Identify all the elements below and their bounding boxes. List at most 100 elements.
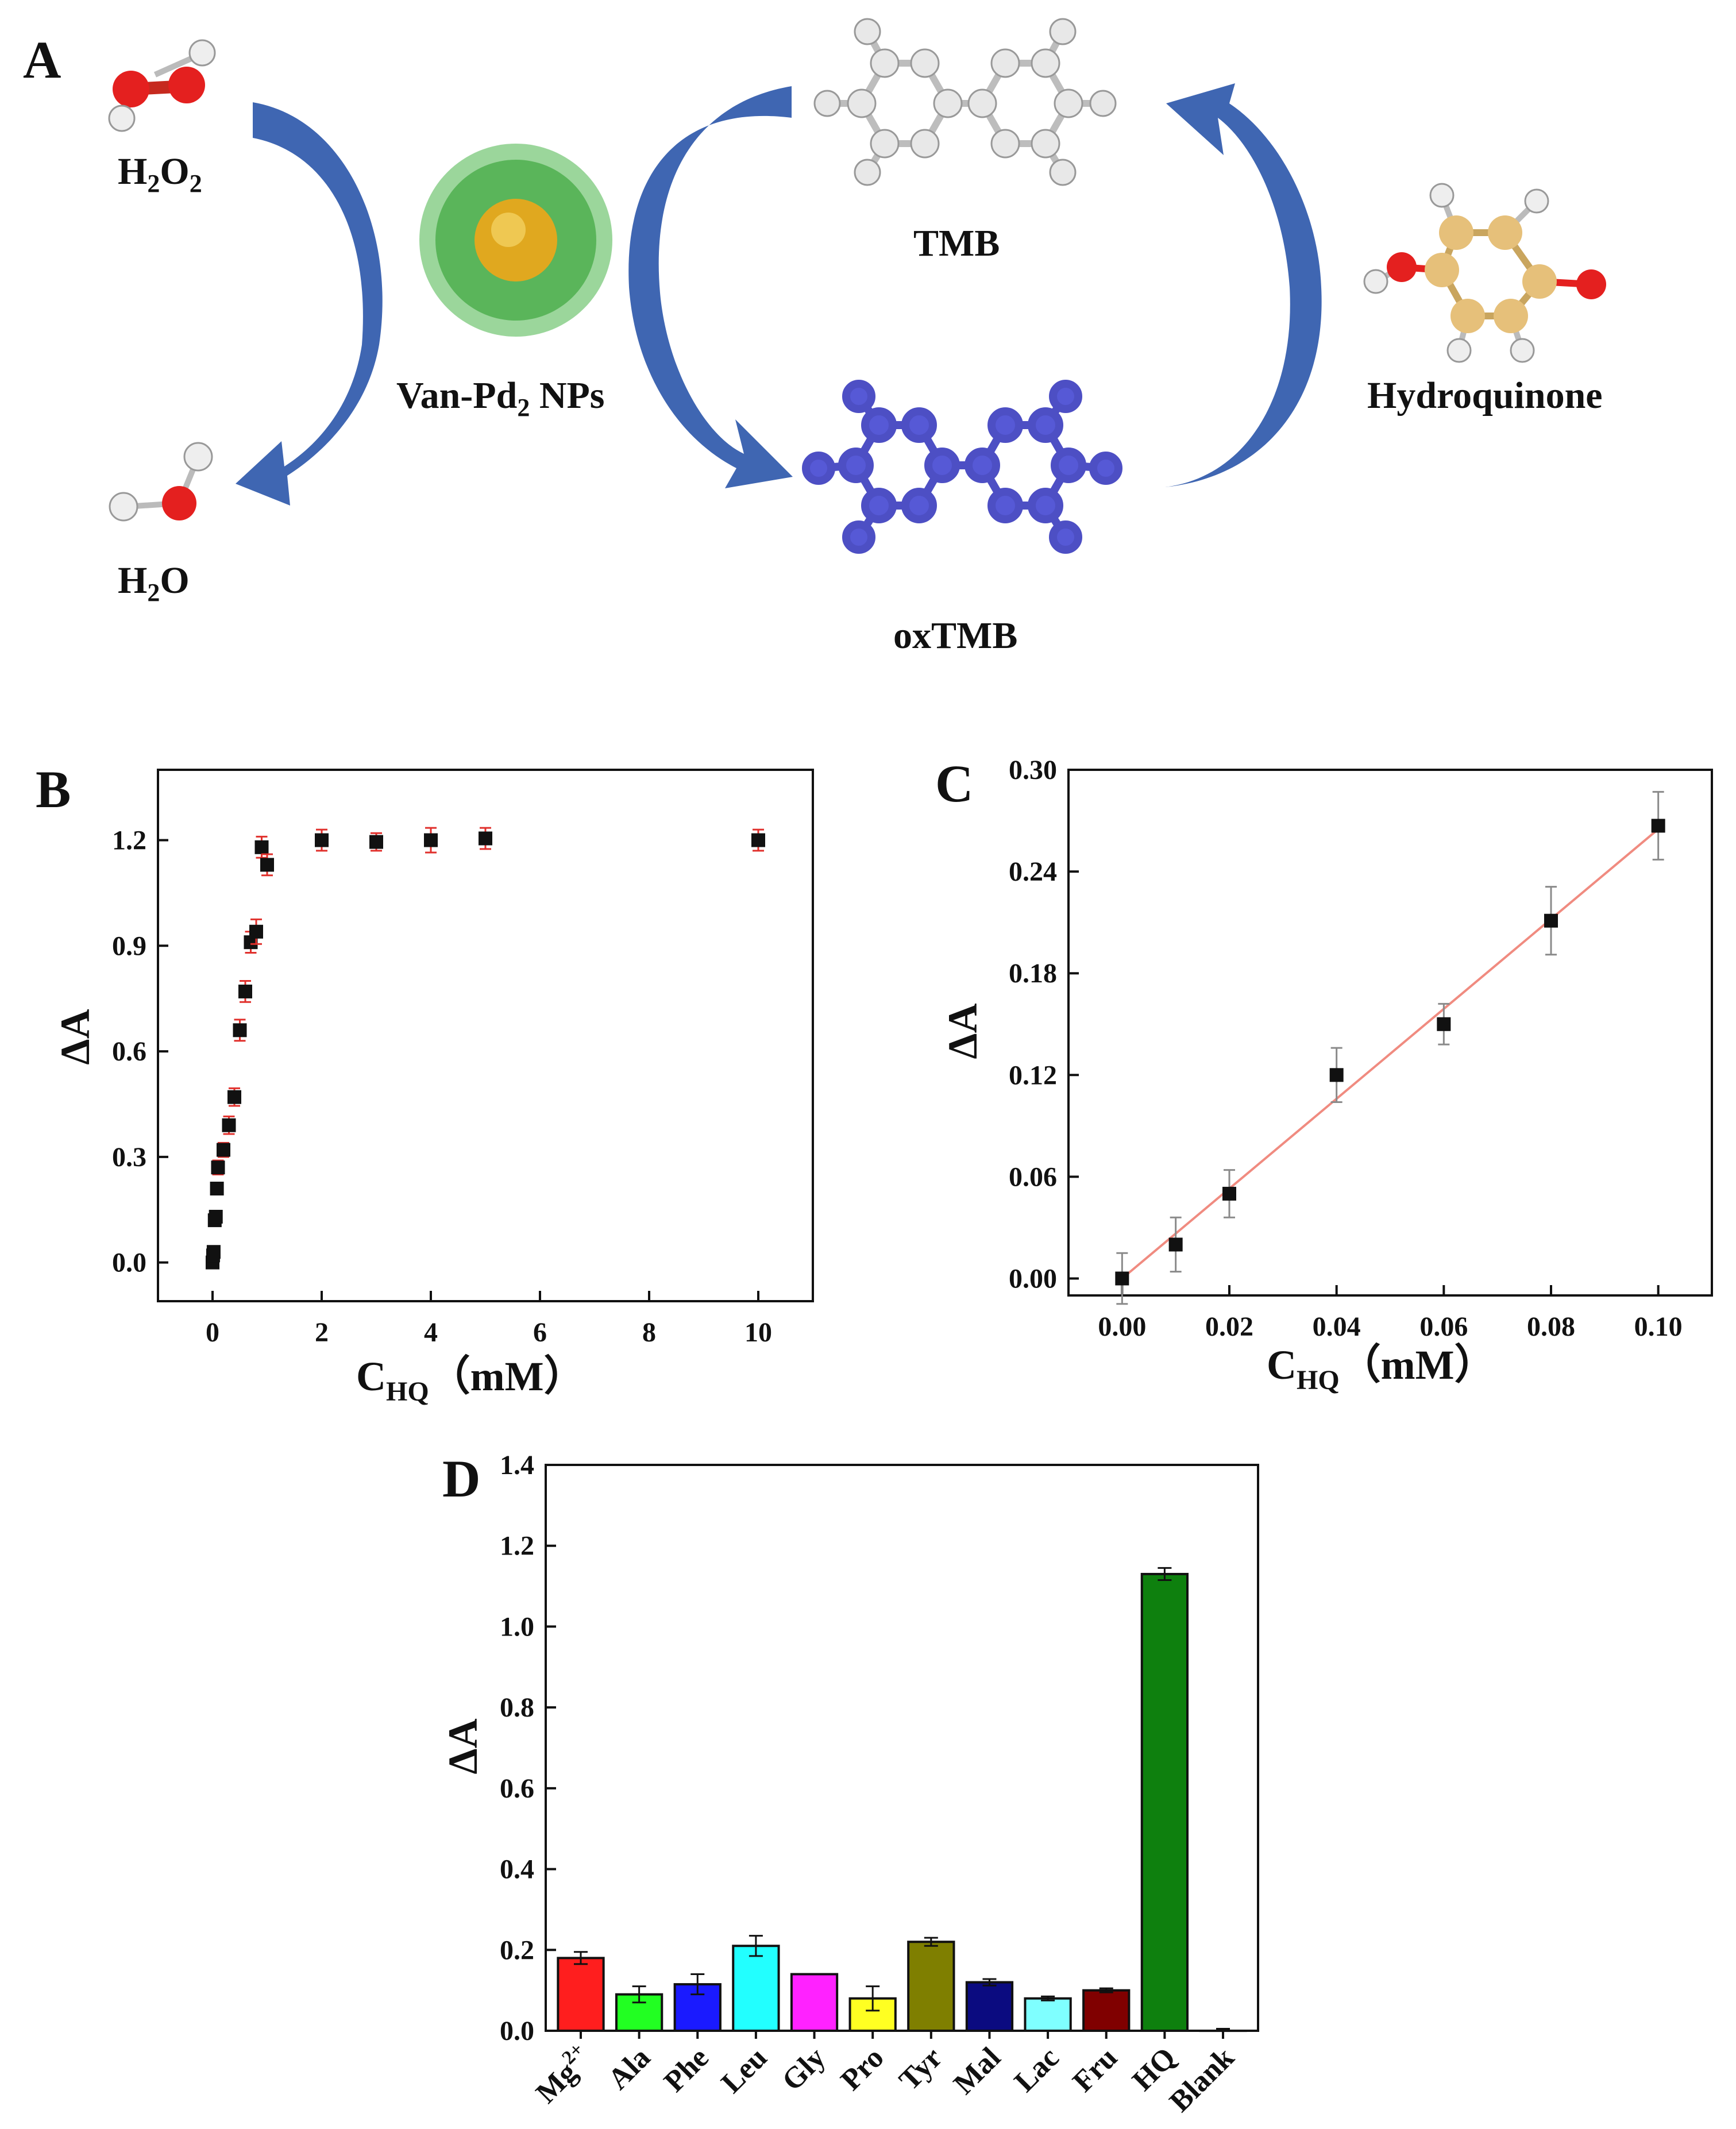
y-tick-label: 1.2: [500, 1531, 534, 1561]
linear-fit-line: [1121, 828, 1659, 1280]
van-pd2-label: Van-Pd2 NPs: [396, 375, 604, 422]
panel-d: D 0.0 0.2 0.4 0.6 0.8 1.0 1.2 1.4 Mg2+ Ala Phe Leu…: [440, 1449, 1259, 2119]
bar: [732, 1945, 780, 2032]
hydroquinone-label: Hydroquinone: [1367, 375, 1603, 416]
data-point: [206, 1245, 221, 1259]
data-point: [249, 924, 263, 939]
panel-b-letter: B: [36, 760, 71, 819]
h2o2-label: H2O2: [118, 151, 202, 198]
data-point: [227, 1090, 241, 1104]
h2o-molecule-icon: [109, 442, 213, 522]
data-point: [1168, 1237, 1183, 1252]
arrow-h2o2-to-h2o-icon: [236, 102, 383, 506]
panel-b-data-series: [206, 827, 765, 1270]
arrow-oxtmb-to-tmb-icon: [1165, 83, 1322, 487]
y-tick-label: 0.18: [1009, 958, 1057, 989]
panel-c-x-axis-title: CHQ（mM）: [1267, 1342, 1496, 1395]
data-point: [1437, 1017, 1451, 1031]
panel-a: A H2O2 H2O Van-Pd: [23, 18, 1606, 657]
data-point: [1544, 913, 1558, 928]
hydroquinone-molecule-icon: [1363, 183, 1606, 363]
data-point: [238, 984, 252, 998]
data-point: [479, 831, 492, 846]
y-tick-label: 1.2: [112, 826, 146, 856]
data-point: [260, 858, 274, 872]
y-tick-label: 0.12: [1009, 1060, 1057, 1090]
category-label: Blank: [1163, 2041, 1240, 2118]
h2o-label: H2O: [118, 560, 190, 607]
category-label: Fru: [1067, 2041, 1124, 2099]
y-tick-label: 0.6: [112, 1036, 146, 1067]
panel-c-letter: C: [935, 754, 973, 813]
data-point: [209, 1209, 223, 1224]
bar: [673, 1983, 722, 2032]
data-point: [233, 1023, 247, 1037]
data-point: [424, 833, 438, 847]
category-label: Ala: [602, 2041, 657, 2096]
data-point: [217, 1143, 230, 1157]
data-point: [210, 1181, 224, 1195]
data-point: [751, 833, 765, 847]
x-tick-label: 0.08: [1527, 1312, 1575, 1342]
panel-c: C 0.00 0.02 0.04 0.06 0.08 0.10 0.000.060.120…: [935, 754, 1713, 1395]
bar: [1082, 1989, 1131, 2032]
data-point: [1329, 1068, 1344, 1082]
panel-c-data-series: [1115, 790, 1665, 1305]
panel-d-y-axis: 0.0 0.2 0.4 0.6 0.8 1.0 1.2 1.4: [500, 1450, 556, 2046]
y-tick-label: 0.4: [500, 1854, 534, 1885]
category-label: Lac: [1008, 2041, 1066, 2099]
data-point: [1115, 1271, 1129, 1286]
y-tick-label: 0.8: [500, 1692, 534, 1723]
bar: [1140, 1572, 1189, 2032]
category-superscript: 2+: [558, 2039, 588, 2069]
x-tick-label: 0.04: [1313, 1312, 1361, 1342]
tmb-label: TMB: [913, 222, 1000, 264]
y-tick-label: 0.06: [1009, 1162, 1057, 1192]
y-tick-label: 0.0: [500, 2016, 534, 2046]
category-label: Leu: [715, 2041, 774, 2100]
arrow-tmb-to-oxtmb-icon: [628, 86, 793, 488]
data-point: [254, 840, 269, 854]
panel-b-x-axis: 0 2 4 6 8 10: [206, 1291, 772, 1348]
category-label: Mg2+: [527, 2039, 598, 2109]
panel-c-y-axis-title: ΔA: [940, 1003, 986, 1059]
panel-d-y-axis-title: ΔA: [440, 1718, 486, 1774]
y-tick-label: 0.6: [500, 1773, 534, 1804]
y-tick-label: 0.9: [112, 931, 146, 961]
y-tick-label: 1.0: [500, 1611, 534, 1642]
x-tick-label: 2: [315, 1317, 329, 1348]
x-tick-label: 0.02: [1205, 1312, 1253, 1342]
category-label: Pro: [835, 2041, 890, 2097]
data-point: [1651, 819, 1665, 833]
data-point: [222, 1118, 236, 1132]
x-tick-label: 0.00: [1098, 1312, 1146, 1342]
oxtmb-label: oxTMB: [893, 615, 1017, 657]
h2o2-molecule-icon: [108, 39, 216, 132]
x-tick-label: 8: [642, 1317, 656, 1348]
bar: [557, 1957, 605, 2032]
panel-c-y-axis: 0.00 0.06 0.12 0.18 0.24 0.30: [1009, 755, 1079, 1294]
bar: [907, 1941, 955, 2032]
panel-b: B 0 2 4 6 8 10 0.0 0.3 0.6 0.9 1.2 CHQ（mM） ΔA: [36, 760, 814, 1407]
category-label: Gly: [776, 2041, 832, 2097]
panel-c-plot-frame: [1067, 769, 1713, 1297]
bar: [965, 1981, 1014, 2032]
x-tick-label: 4: [424, 1317, 438, 1348]
panel-b-x-axis-title: CHQ（mM）: [356, 1353, 585, 1407]
data-point: [1222, 1186, 1236, 1201]
y-tick-label: 0.3: [112, 1142, 146, 1173]
y-tick-label: 0.00: [1009, 1263, 1057, 1294]
oxtmb-molecule-icon: [802, 380, 1122, 554]
category-label: Tyr: [893, 2041, 948, 2097]
x-tick-label: 0.10: [1634, 1312, 1683, 1342]
category-label: Mal: [947, 2041, 1007, 2101]
y-tick-label: 1.4: [500, 1450, 534, 1480]
tmb-molecule-icon: [813, 18, 1117, 186]
van-pd2-nanoparticle-icon: [419, 144, 612, 337]
panel-c-x-axis: 0.00 0.02 0.04 0.06 0.08 0.10: [1098, 1285, 1683, 1342]
panel-b-plot-frame: [157, 769, 814, 1302]
y-tick-label: 0.0: [112, 1248, 146, 1278]
panel-d-letter: D: [442, 1449, 480, 1508]
